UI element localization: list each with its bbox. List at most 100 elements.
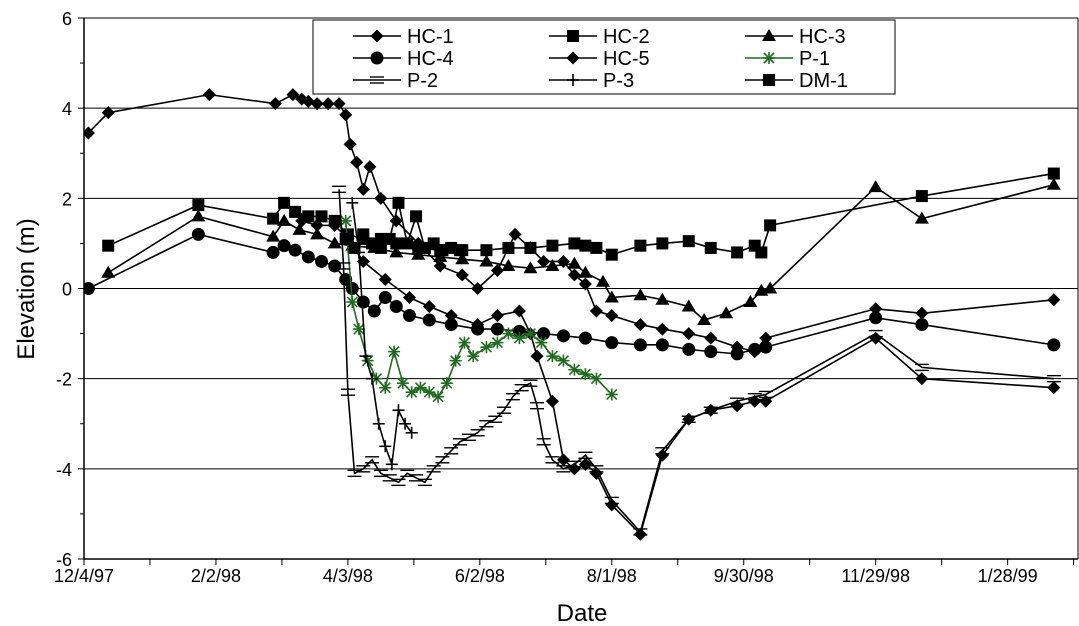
data-point — [655, 292, 670, 305]
data-point — [292, 222, 307, 235]
series-hc-5 — [295, 214, 1061, 541]
data-point — [523, 379, 538, 387]
data-point — [359, 350, 372, 363]
data-point — [1046, 374, 1061, 383]
data-point — [480, 341, 493, 354]
legend-entry: HC-2 — [549, 26, 650, 48]
data-point — [545, 394, 559, 408]
data-point — [332, 185, 347, 194]
star-stroke — [546, 350, 558, 362]
x-tick-label: 9/30/98 — [714, 566, 774, 586]
data-point — [605, 388, 618, 401]
star-stroke — [362, 355, 374, 367]
data-point — [310, 227, 325, 240]
data-point — [396, 377, 409, 390]
data-point — [389, 245, 404, 258]
data-point — [537, 327, 551, 341]
data-point — [1046, 177, 1061, 190]
data-point — [681, 415, 696, 423]
data-point — [545, 456, 560, 464]
data-point — [332, 97, 346, 111]
star-stroke — [388, 346, 400, 358]
star-stroke — [406, 386, 418, 398]
data-point — [915, 306, 929, 320]
data-point — [605, 309, 619, 323]
data-point — [426, 465, 441, 473]
data-point — [556, 465, 571, 473]
data-point — [268, 97, 282, 111]
data-point — [379, 381, 392, 394]
data-point — [567, 460, 582, 469]
star-stroke — [480, 341, 493, 353]
legend-box — [312, 19, 896, 95]
data-point — [378, 272, 392, 286]
data-point — [747, 393, 762, 401]
data-point — [915, 318, 929, 332]
legend-marker — [370, 51, 384, 65]
legend-label: HC-1 — [407, 26, 454, 48]
y-tick-label: -6 — [56, 550, 72, 570]
data-point — [356, 295, 370, 309]
data-point — [755, 246, 768, 259]
x-tick-label: 1/28/99 — [978, 566, 1038, 586]
legend-label: HC-5 — [603, 48, 650, 70]
data-point — [352, 323, 365, 336]
data-point — [102, 239, 115, 252]
star-stroke — [763, 52, 775, 64]
data-point — [655, 338, 669, 352]
data-point — [400, 469, 415, 478]
data-point — [633, 288, 648, 301]
data-point — [433, 259, 447, 273]
data-point — [759, 340, 773, 354]
series-p-3 — [346, 196, 418, 471]
data-point — [488, 415, 503, 423]
data-point — [656, 237, 669, 250]
star-stroke — [346, 296, 358, 308]
data-point — [535, 336, 548, 349]
y-tick-label: 0 — [62, 280, 72, 300]
data-point — [339, 214, 352, 227]
star-stroke — [450, 355, 462, 367]
data-point — [523, 261, 538, 274]
star-stroke — [441, 377, 453, 389]
data-point — [730, 347, 744, 361]
tick-labels: -6 -4 -2 0 2 4 6 12/4/97 2/2/98 4/3/98 6/2/98 8/1/9… — [54, 9, 1038, 586]
data-point — [578, 457, 592, 471]
data-point — [490, 322, 504, 336]
legend-marker — [762, 29, 776, 41]
data-point — [491, 336, 504, 349]
data-point — [363, 160, 377, 174]
star-stroke — [524, 328, 536, 340]
series-layer — [84, 88, 1061, 541]
x-tick-label: 2/2/98 — [191, 566, 241, 586]
star-stroke — [568, 364, 580, 376]
data-point — [310, 218, 324, 232]
data-point — [336, 262, 351, 270]
data-point — [764, 219, 777, 232]
data-point — [372, 417, 385, 430]
data-point — [328, 259, 342, 273]
data-point — [461, 433, 476, 441]
data-point — [868, 329, 883, 338]
legend-label: P-3 — [603, 70, 634, 92]
data-point — [513, 332, 526, 345]
data-point — [399, 417, 412, 430]
data-point — [634, 239, 647, 252]
legend-marker — [763, 52, 775, 64]
series-dm-1 — [339, 196, 467, 257]
data-point — [374, 241, 387, 254]
data-point — [579, 368, 592, 381]
legend-label: HC-3 — [799, 26, 846, 48]
data-point — [455, 268, 469, 282]
x-tick-label: 8/1/98 — [587, 566, 637, 586]
data-point — [567, 268, 581, 282]
data-point — [1047, 293, 1061, 307]
data-point — [101, 106, 115, 120]
data-point — [655, 322, 669, 336]
data-point — [379, 440, 392, 453]
x-tick-label: 4/3/98 — [323, 566, 373, 586]
series-line — [351, 202, 413, 465]
data-point — [289, 205, 302, 218]
data-point — [703, 406, 718, 414]
data-point — [288, 243, 302, 257]
